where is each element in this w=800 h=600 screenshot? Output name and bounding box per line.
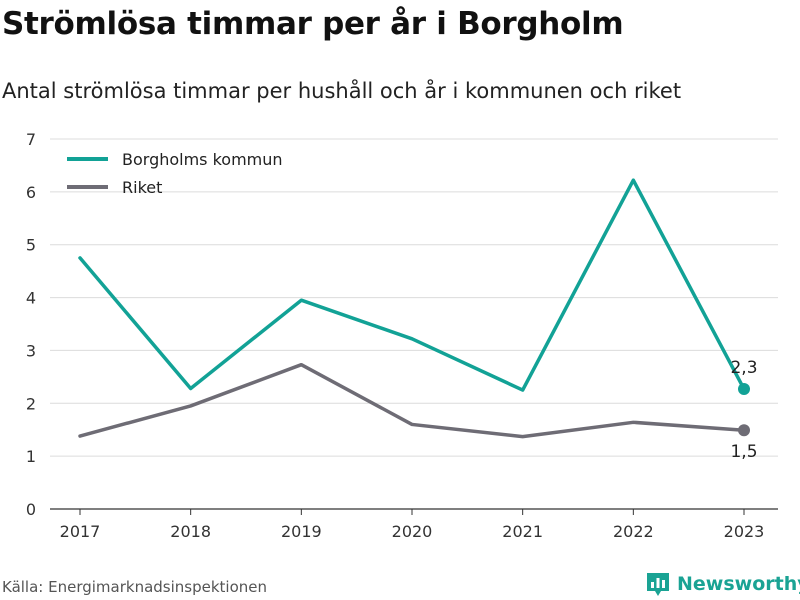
end-value-label-riket: 1,5 [730, 442, 757, 462]
x-tick-label: 2017 [60, 522, 101, 541]
newsworthy-logo-icon [647, 573, 669, 596]
legend-label: Borgholms kommun [122, 150, 283, 169]
series-line-borgholms-kommun [78, 178, 746, 392]
series-line-riket [78, 362, 746, 439]
chart-title: Strömlösa timmar per år i Borgholm [2, 6, 624, 42]
chart-subtitle: Antal strömlösa timmar per hushåll och å… [2, 79, 682, 103]
y-tick-label: 3 [26, 341, 36, 360]
series-lines: 1,5 2,3 [78, 178, 758, 462]
y-tick-label: 1 [26, 447, 36, 466]
series-endpoint-riket [738, 424, 750, 437]
brand-name: Newsworthy [677, 573, 800, 595]
legend-label: Riket [122, 178, 162, 197]
x-tick-label: 2019 [281, 522, 322, 541]
x-tick-label: 2018 [170, 522, 211, 541]
end-value-label-borgholms-kommun: 2,3 [730, 358, 757, 378]
y-tick-label: 2 [26, 394, 36, 413]
y-tick-label: 5 [26, 236, 36, 255]
x-axis: 2017 2018 2019 2020 2021 2022 2023 [60, 509, 765, 541]
y-tick-label: 4 [26, 289, 36, 308]
x-tick-label: 2021 [502, 522, 543, 541]
y-tick-label: 0 [26, 500, 36, 519]
y-axis: 0 1 2 3 4 5 6 7 [26, 130, 36, 519]
x-tick-label: 2020 [392, 522, 433, 541]
x-tick-label: 2022 [613, 522, 654, 541]
series-endpoint-borgholms-kommun [738, 383, 750, 396]
y-tick-label: 7 [26, 130, 36, 149]
grid-lines [50, 138, 778, 510]
source-note: Källa: Energimarknadsinspektionen [2, 578, 268, 596]
legend: Borgholms kommun Riket [67, 150, 283, 197]
brand-logo[interactable]: Newsworthy [645, 570, 800, 598]
x-tick-label: 2023 [724, 522, 765, 541]
y-tick-label: 6 [26, 183, 36, 202]
